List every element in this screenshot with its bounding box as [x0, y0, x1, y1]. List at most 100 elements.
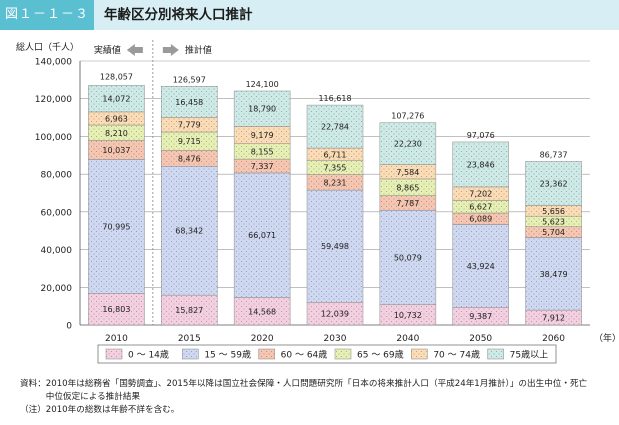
data-label: 6,963	[105, 114, 128, 123]
bar-segment	[233, 90, 291, 127]
bar-stack: 16,803 70,995 10,037 8,210 6,963 14,072 128,05…	[88, 73, 145, 326]
bar-segment	[161, 86, 218, 118]
x-tick-label: 2060	[542, 334, 565, 344]
left-arrow-icon	[126, 44, 143, 56]
bar-segment	[88, 85, 145, 113]
data-label: 7,202	[469, 190, 492, 199]
figure-title: 年齢区分別将来人口推計	[104, 7, 253, 23]
data-label: 9,715	[178, 137, 201, 146]
data-label: 10,732	[394, 311, 422, 320]
total-label: 128,057	[100, 73, 133, 82]
x-tick-label: 2020	[251, 334, 274, 344]
source-note-continued: 中位仮定による推計結果	[20, 392, 141, 402]
total-label: 86,737	[540, 150, 568, 159]
data-label: 16,458	[175, 98, 203, 107]
data-label: 15,827	[175, 306, 203, 315]
data-label: 59,498	[321, 242, 349, 251]
legend-label: 0 〜 14歳	[128, 349, 169, 361]
bar-segment	[452, 224, 509, 308]
total-label: 116,618	[318, 94, 351, 103]
total-label: 126,597	[173, 75, 206, 84]
bar-segment	[306, 189, 364, 303]
x-tick-label: 2015	[178, 334, 201, 344]
bar-stack: 14,568 66,071 7,337 8,155 9,179 18,790 124,100	[233, 80, 291, 326]
y-tick-label: 20,000	[41, 284, 73, 294]
data-label: 22,784	[321, 123, 349, 132]
x-axis: 2010 2015 2020 2030 2040 2050 2060 （年）	[105, 332, 619, 344]
legend-swatch	[182, 348, 199, 360]
data-label: 18,790	[248, 105, 276, 114]
bar-stack: 12,039 59,498 8,231 7,355 6,711 22,784 116,618	[306, 94, 364, 326]
data-label: 8,476	[178, 154, 201, 163]
data-label: 23,846	[467, 160, 495, 169]
data-label: 7,584	[396, 168, 419, 177]
legend-swatch	[105, 348, 123, 360]
y-tick-label: 120,000	[35, 95, 72, 105]
data-label: 7,337	[251, 162, 274, 171]
data-label: 8,865	[396, 183, 419, 192]
data-label: 8,155	[251, 147, 274, 156]
data-label: 7,912	[542, 314, 565, 323]
bar-segment	[379, 210, 437, 306]
legend-label: 75歳以上	[510, 349, 548, 361]
period-annotations: 実績値 推計値	[94, 44, 212, 56]
x-axis-unit: （年）	[594, 332, 619, 344]
bar-segment	[161, 166, 218, 296]
y-axis-title: 総人口（千人）	[16, 41, 79, 53]
data-label: 9,387	[469, 312, 492, 321]
y-tick-label: 100,000	[35, 133, 72, 143]
bar-segment	[379, 122, 437, 165]
data-label: 14,568	[248, 307, 276, 316]
bar-stack: 9,387 43,924 6,089 6,627 7,202 23,846 97,076	[452, 131, 509, 326]
total-label: 107,276	[391, 112, 424, 121]
data-label: 7,787	[396, 199, 419, 208]
data-label: 6,711	[324, 150, 347, 159]
y-tick-label: 40,000	[41, 246, 73, 256]
legend-box	[97, 344, 557, 364]
data-label: 6,089	[469, 215, 492, 224]
legend-swatch	[334, 348, 352, 360]
data-label: 12,039	[321, 310, 349, 319]
data-label: 7,779	[178, 121, 201, 130]
data-label: 8,231	[324, 178, 347, 187]
figure-header: 図１－１－３ 年齢区分別将来人口推計	[0, 0, 619, 30]
data-label: 70,995	[102, 222, 130, 231]
data-label: 10,037	[102, 146, 130, 155]
legend-swatch	[411, 348, 428, 360]
source-note: 資料：2010年は総務省「国勢調査」、2015年以降は国立社会保障・人口問題研究…	[20, 379, 588, 389]
legend-label: 60 〜 64歳	[281, 349, 328, 361]
right-arrow-icon	[162, 44, 179, 56]
total-label: 124,100	[246, 80, 279, 89]
footnote: （注）2010年の総数は年齢不詳を含む。	[20, 405, 180, 415]
bar-segment	[525, 161, 582, 206]
legend-label: 15 〜 59歳	[204, 349, 251, 361]
bar-segment	[233, 297, 291, 326]
stacked-bar-chart: 0 20,000 40,000 60,000 80,000 100,000 120,000 1…	[16, 40, 619, 364]
data-label: 43,924	[467, 262, 495, 271]
projected-values-label: 推計値	[185, 44, 212, 56]
legend-swatch	[258, 348, 275, 360]
source-notes: 資料：2010年は総務省「国勢調査」、2015年以降は国立社会保障・人口問題研究…	[20, 378, 612, 417]
bar-segment	[306, 104, 364, 149]
legend: 0 〜 14歳 15 〜 59歳 60 〜 64歳 65 〜 69歳 70 〜 74歳 7…	[97, 344, 557, 364]
data-label: 14,072	[102, 95, 130, 104]
y-tick-label: 0	[66, 322, 72, 332]
data-label: 9,179	[251, 131, 274, 140]
y-tick-label: 140,000	[35, 58, 72, 68]
data-label: 68,342	[175, 227, 203, 236]
bar-segment	[233, 172, 291, 298]
data-label: 50,079	[394, 254, 422, 263]
x-tick-label: 2050	[469, 334, 492, 344]
data-label: 16,803	[102, 305, 130, 314]
data-label: 66,071	[248, 231, 276, 240]
x-tick-label: 2040	[396, 334, 419, 344]
x-tick-label: 2010	[105, 334, 128, 344]
data-label: 23,362	[540, 179, 568, 188]
legend-label: 70 〜 74歳	[433, 349, 480, 361]
data-label: 5,704	[542, 228, 565, 237]
data-label: 22,230	[394, 140, 422, 149]
legend-label: 65 〜 69歳	[357, 349, 404, 361]
bar-segment	[161, 294, 218, 326]
bar-segment	[452, 141, 509, 188]
bar-stack: 15,827 68,342 8,476 9,715 7,779 16,458 126,597	[161, 75, 218, 326]
